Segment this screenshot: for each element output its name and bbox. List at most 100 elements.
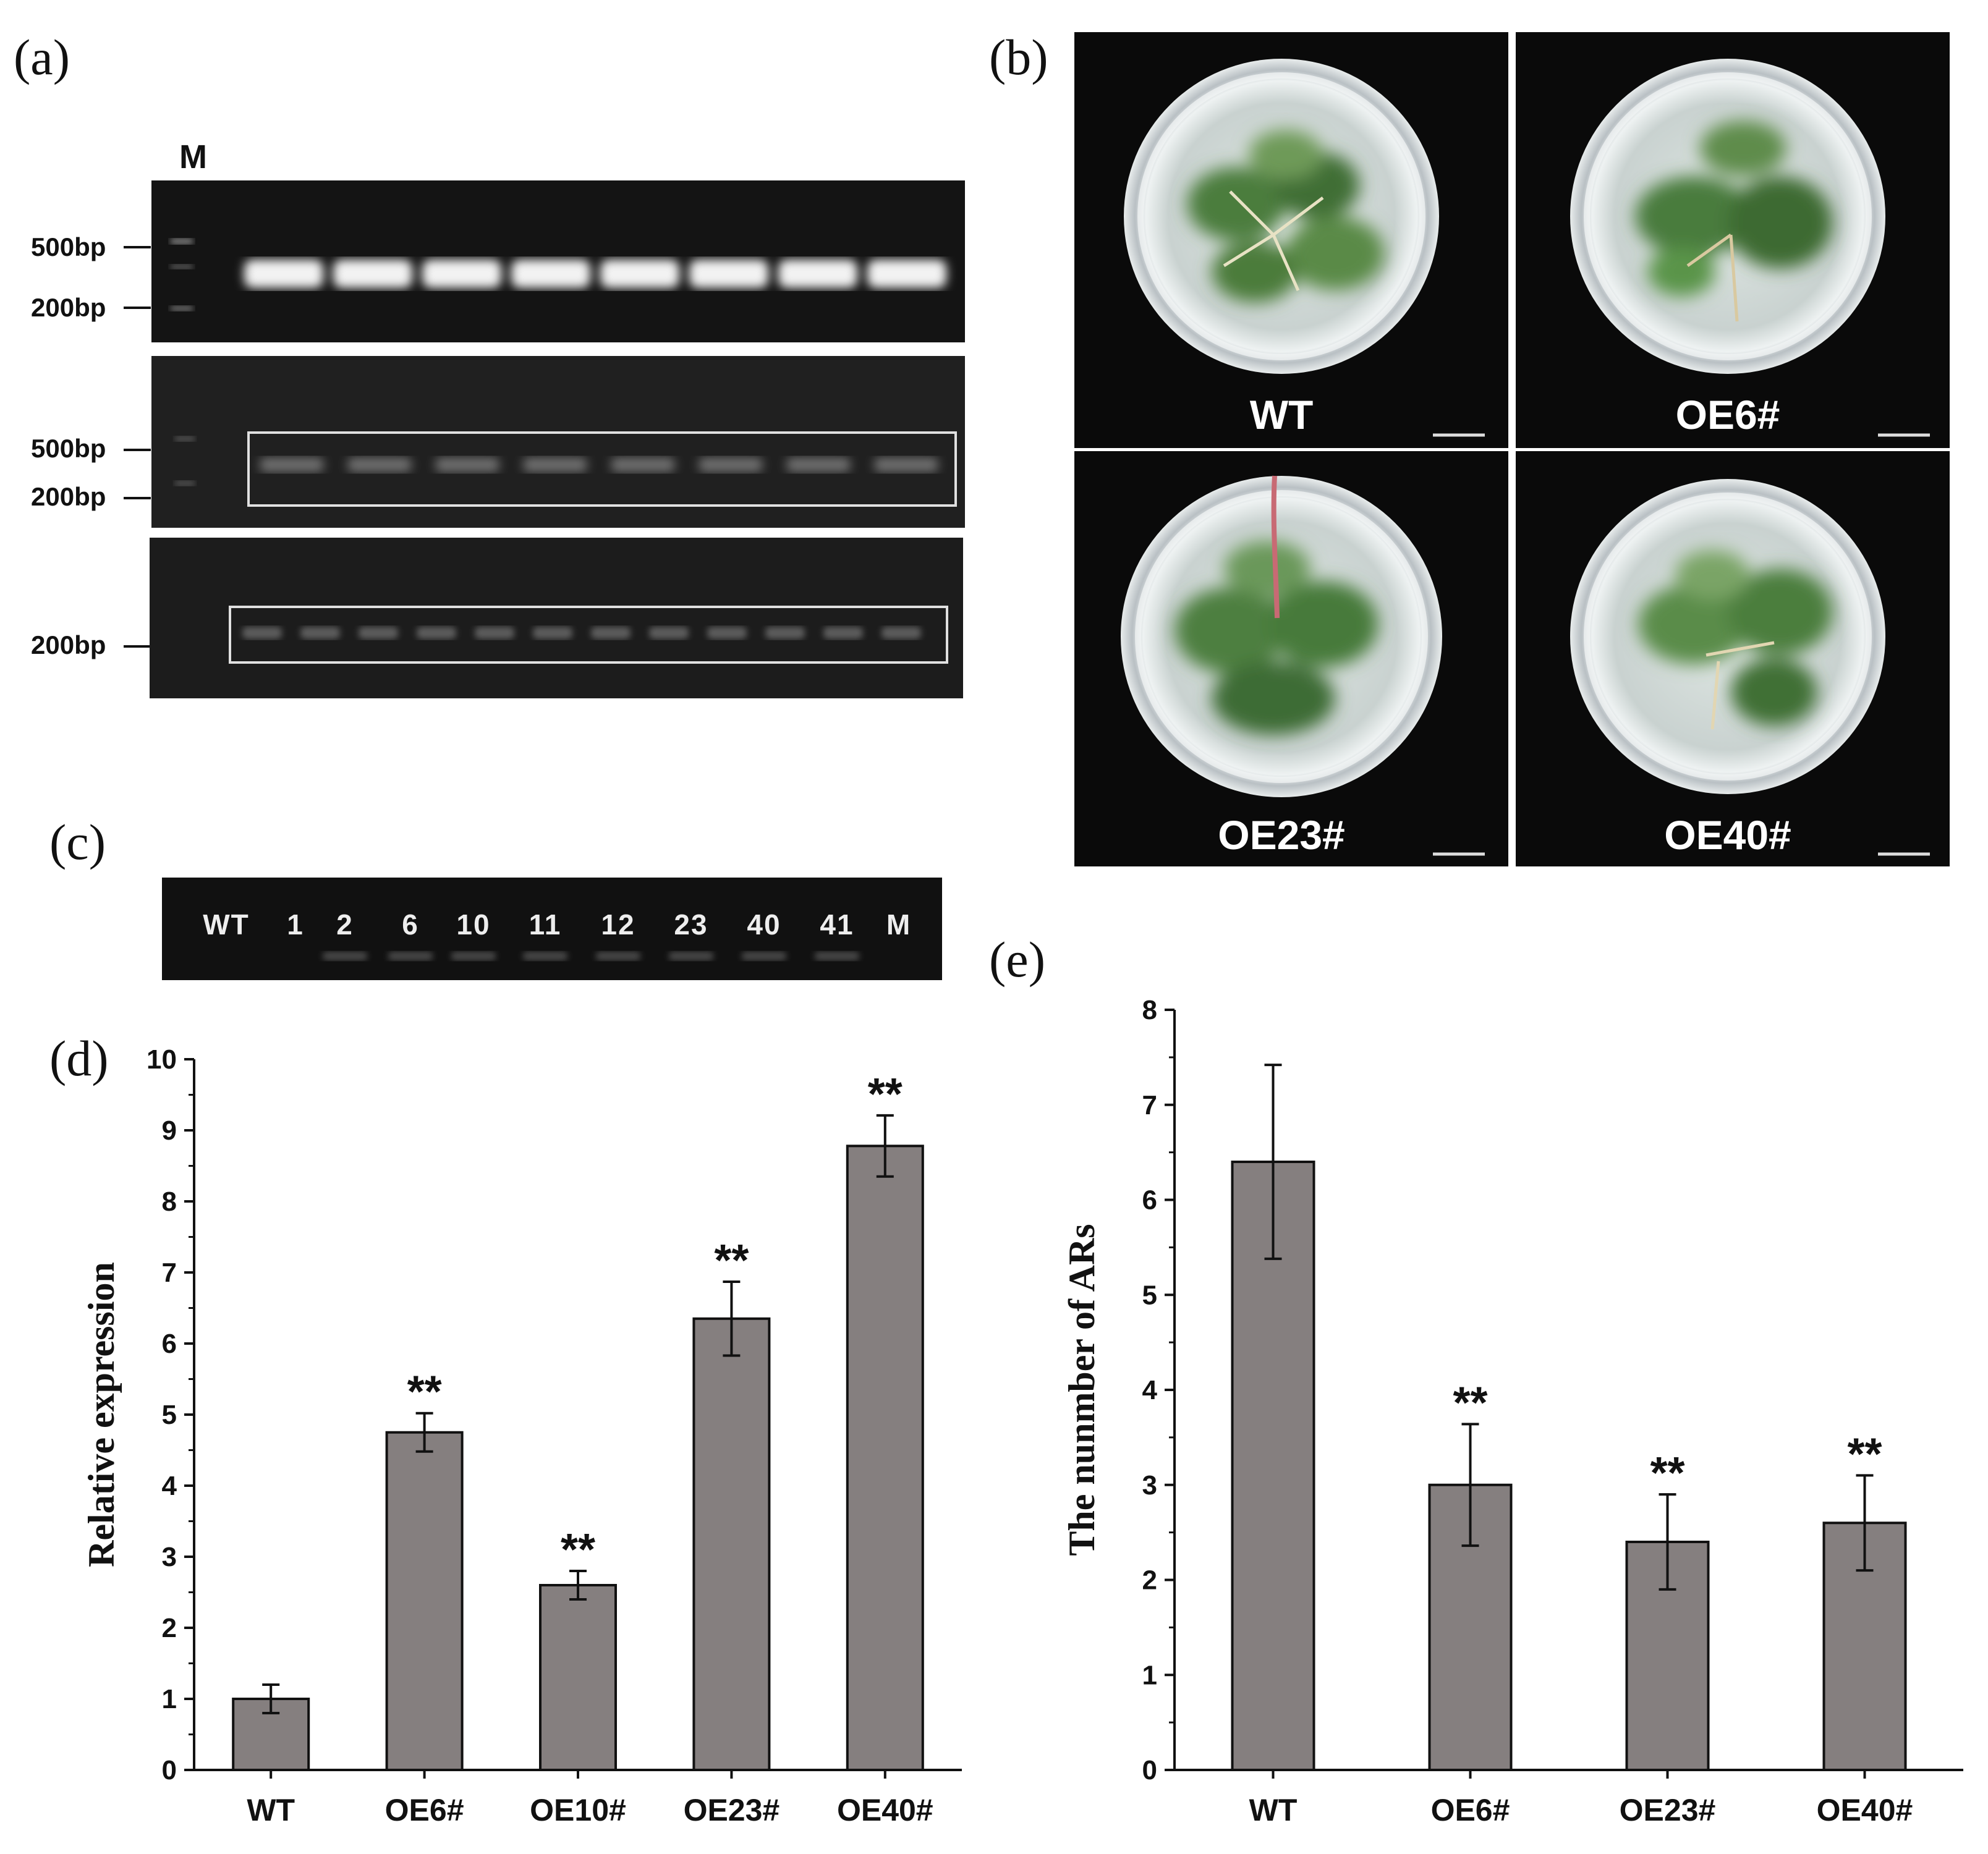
bar xyxy=(846,1145,924,1772)
gel-a-top xyxy=(151,180,965,342)
gel-band-c xyxy=(323,952,367,960)
y-tick-label: 7 xyxy=(1142,1090,1157,1120)
x-tick-label: OE6# xyxy=(1431,1793,1510,1827)
gel-band-c xyxy=(451,952,496,960)
significance-marker: ** xyxy=(1650,1449,1684,1498)
x-tick-label: WT xyxy=(247,1793,295,1827)
gel-band-top xyxy=(333,260,412,288)
y-tick-label: 8 xyxy=(162,1187,177,1217)
gel-band-bottom xyxy=(765,627,805,639)
gel-band-middle xyxy=(347,457,412,472)
gel-band-bottom xyxy=(707,627,747,639)
lane-label: M xyxy=(886,908,911,941)
ladder-label-200bp-middle: 200bp xyxy=(31,482,106,511)
gel-band-c xyxy=(669,952,713,960)
lane-label: 41 xyxy=(820,908,854,941)
gel-band-bottom xyxy=(533,627,572,639)
significance-marker: ** xyxy=(714,1236,749,1285)
bar xyxy=(385,1431,464,1771)
panel-label-b: (b) xyxy=(989,29,1048,85)
significance-marker: ** xyxy=(1453,1378,1487,1428)
significance-marker: ** xyxy=(868,1070,903,1119)
gel-band-top xyxy=(600,260,679,288)
gel-band-bottom xyxy=(300,627,340,639)
y-tick-label: 5 xyxy=(162,1400,177,1430)
gel-band-bottom xyxy=(359,627,398,639)
lane-label: 1 xyxy=(287,908,304,941)
y-tick-label: 1 xyxy=(162,1684,177,1714)
y-tick-label: 4 xyxy=(1142,1375,1158,1405)
y-tick-label: 0 xyxy=(162,1755,177,1785)
panel-label-a: (a) xyxy=(14,29,70,85)
lane-label: 23 xyxy=(674,908,708,941)
gel-band-bottom xyxy=(823,627,863,639)
gel-band-top xyxy=(778,260,857,288)
gel-band-c xyxy=(815,952,859,960)
gel-band-c xyxy=(388,952,433,960)
x-tick-label: OE6# xyxy=(385,1793,464,1827)
photo-grid-b: WT OE6# OE23# OE40# xyxy=(1074,32,1950,866)
lane-label: 10 xyxy=(456,908,490,941)
ladder-label-500bp-middle: 500bp xyxy=(31,434,106,463)
x-tick-label: OE23# xyxy=(1620,1793,1716,1827)
lane-label: 6 xyxy=(402,908,419,941)
bar xyxy=(1231,1161,1315,1771)
gel-band-top xyxy=(422,260,501,288)
significance-marker: ** xyxy=(561,1525,595,1575)
gel-band-middle xyxy=(699,457,763,472)
y-tick-label: 2 xyxy=(1142,1565,1157,1596)
y-tick-label: 5 xyxy=(1142,1280,1157,1310)
y-tick-label: 8 xyxy=(1142,995,1157,1025)
x-tick-label: OE23# xyxy=(684,1793,780,1827)
dish-photo-oe6 xyxy=(1570,59,1885,374)
bar-chart-d: 0 1 2 3 4 5 6 7 8 9 10 Relative expression WT OE6# ** O… xyxy=(81,1044,962,1827)
significance-marker: ** xyxy=(407,1368,442,1417)
x-tick-label: OE40# xyxy=(837,1793,933,1827)
dish-photo-wt xyxy=(1124,59,1439,374)
gel-band-bottom xyxy=(649,627,689,639)
gel-band-bottom xyxy=(417,627,456,639)
photo-label-wt: WT xyxy=(1250,392,1314,438)
dish-photo-oe40 xyxy=(1570,479,1885,794)
gel-band-bottom xyxy=(242,627,282,639)
dish-photo-oe23 xyxy=(1121,475,1442,797)
panel-label-e: (e) xyxy=(989,931,1045,988)
x-tick-label: WT xyxy=(1249,1793,1298,1827)
photo-label-oe6: OE6# xyxy=(1676,392,1780,438)
gel-band-middle xyxy=(523,457,587,472)
lane-label: 2 xyxy=(336,908,354,941)
bar xyxy=(692,1317,771,1771)
gel-band-top xyxy=(689,260,768,288)
gel-band-bottom xyxy=(591,627,631,639)
gel-a-middle xyxy=(151,356,965,528)
gel-band-middle xyxy=(260,457,324,472)
y-tick-label: 0 xyxy=(1142,1755,1157,1785)
bar-chart-e: 0 1 2 3 4 5 6 7 8 The nunmber of ARs WT OE6# ** OE23#… xyxy=(1061,995,1963,1827)
gel-band-middle xyxy=(786,457,851,472)
y-tick-label: 2 xyxy=(162,1613,177,1643)
gel-band-top xyxy=(511,260,590,288)
ladder-label-500bp-top: 500bp xyxy=(31,232,106,261)
photo-label-oe40: OE40# xyxy=(1664,812,1791,858)
panel-label-d: (d) xyxy=(49,1030,109,1086)
marker-label-m: M xyxy=(179,138,207,176)
gel-band-middle xyxy=(874,457,938,472)
y-axis-label: The nunmber of ARs xyxy=(1061,1224,1102,1556)
y-tick-label: 6 xyxy=(162,1329,177,1359)
y-tick-label: 9 xyxy=(162,1115,177,1146)
y-tick-label: 1 xyxy=(1142,1660,1157,1690)
x-tick-label: OE40# xyxy=(1817,1793,1913,1827)
photo-label-oe23: OE23# xyxy=(1218,812,1344,858)
gel-band-middle xyxy=(435,457,499,472)
lane-label: 11 xyxy=(529,908,562,941)
y-tick-label: 4 xyxy=(162,1471,177,1501)
y-tick-label: 3 xyxy=(1142,1470,1157,1501)
y-tick-label: 10 xyxy=(147,1044,177,1075)
gel-band-c xyxy=(596,952,640,960)
panel-label-c: (c) xyxy=(49,814,106,870)
gel-a-bottom xyxy=(150,538,963,698)
gel-c: WT 1 2 6 10 11 12 23 40 41 M xyxy=(162,878,942,980)
lane-label: WT xyxy=(203,908,250,941)
ladder-label-200bp-bottom: 200bp xyxy=(31,630,106,659)
